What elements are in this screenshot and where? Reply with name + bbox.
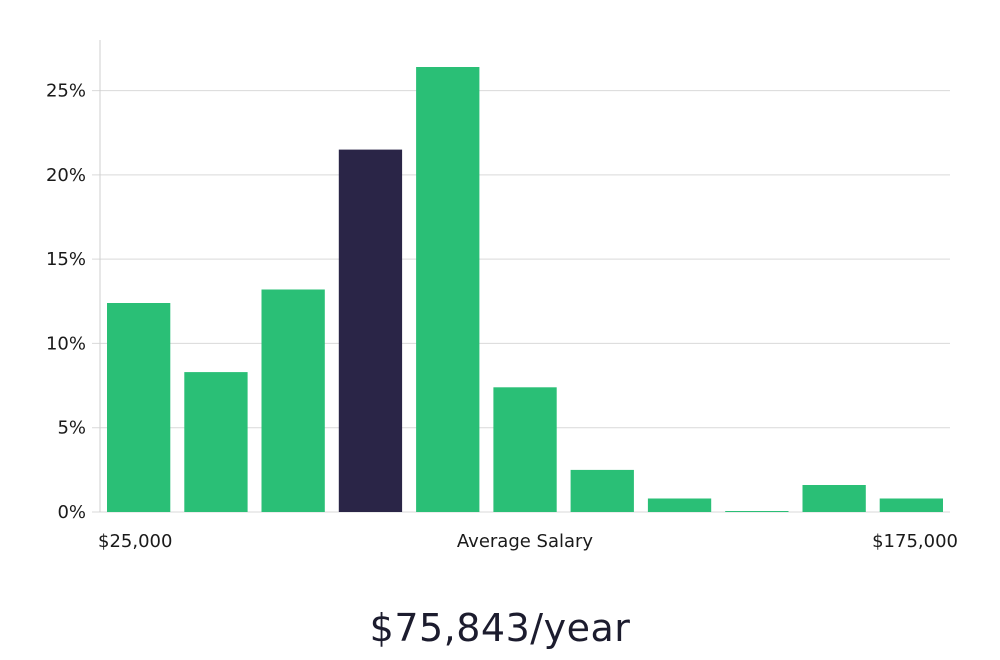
bar-11 [879, 498, 943, 512]
y-tick-label-5: 5% [57, 418, 86, 439]
bar-3 [261, 289, 325, 512]
y-tick-label-25: 25% [46, 81, 86, 102]
histogram-svg: 0%5%10%15%20%25% $25,000 Average Salary … [46, 40, 958, 552]
y-tick-label-15: 15% [46, 249, 86, 270]
y-tick-label-20: 20% [46, 165, 86, 186]
bars [107, 67, 943, 512]
salary-histogram: 0% 5% 10% 15% 20% 25% $25,000 Average Salary … [46, 40, 958, 552]
bar-10 [802, 485, 866, 512]
y-tick-label-0: 0% [57, 502, 86, 523]
y-axis-tick-labels: 0% 5% 10% 15% 20% 25% [46, 81, 86, 523]
x-label-max: $175,000 [872, 531, 958, 552]
bar-1 [107, 303, 171, 512]
x-label-min: $25,000 [98, 531, 172, 552]
bar-9 [725, 511, 789, 512]
bar-7 [570, 469, 634, 512]
bar-2 [184, 372, 248, 512]
x-label-average-salary: Average Salary [457, 531, 594, 552]
bar-6 [493, 387, 557, 512]
average-salary-value: $75,843/year [369, 606, 631, 650]
bar-5 [416, 67, 480, 512]
bar-8 [647, 498, 712, 512]
y-tick-label-10: 10% [46, 333, 86, 354]
bar-average-salary-bin [338, 149, 403, 512]
